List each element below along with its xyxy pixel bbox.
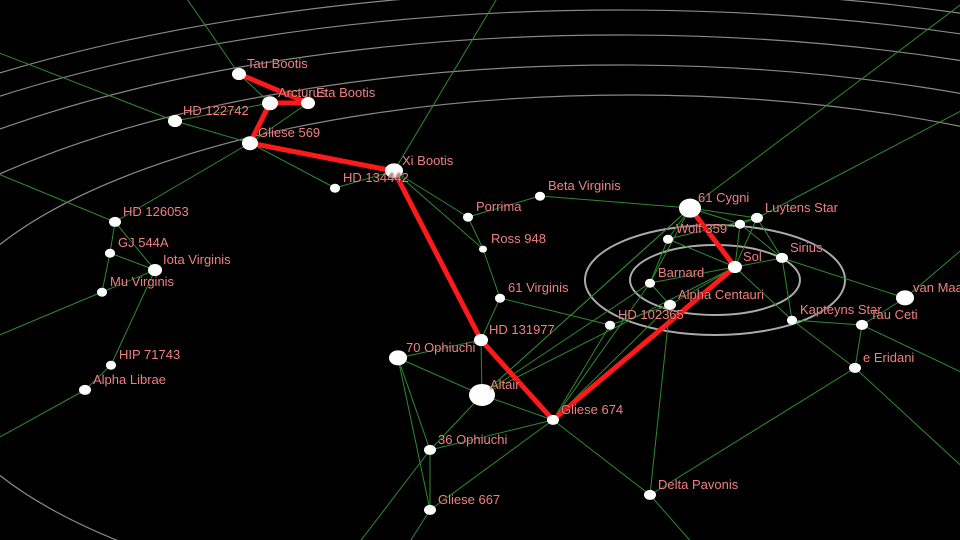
star-node[interactable] [148, 264, 162, 276]
star-node[interactable] [168, 115, 182, 127]
star-node[interactable] [232, 68, 246, 80]
route-segment [250, 143, 394, 171]
path-layer [0, 0, 960, 540]
star-node[interactable] [330, 184, 340, 193]
star-node[interactable] [645, 279, 655, 288]
star-node[interactable] [728, 261, 742, 273]
star-node[interactable] [262, 96, 278, 110]
star-node[interactable] [469, 384, 495, 406]
star-node[interactable] [463, 213, 473, 222]
route-segment [481, 340, 553, 420]
star-map: Tau BootisArcturusEta BootisHD 122742Gli… [0, 0, 960, 540]
star-node[interactable] [495, 294, 505, 303]
route-segment [690, 208, 735, 267]
star-node[interactable] [474, 334, 488, 346]
star-node[interactable] [605, 321, 615, 330]
star-node[interactable] [242, 136, 258, 150]
star-node[interactable] [735, 220, 745, 229]
star-node[interactable] [679, 199, 701, 218]
star-node[interactable] [106, 361, 116, 370]
star-node[interactable] [535, 192, 545, 201]
route-segment [553, 267, 735, 420]
route-segment [394, 171, 481, 340]
star-node[interactable] [97, 288, 107, 297]
star-node[interactable] [663, 235, 673, 244]
star-node[interactable] [301, 97, 315, 109]
star-node[interactable] [479, 246, 487, 253]
star-node[interactable] [787, 316, 797, 325]
star-node[interactable] [105, 249, 115, 258]
